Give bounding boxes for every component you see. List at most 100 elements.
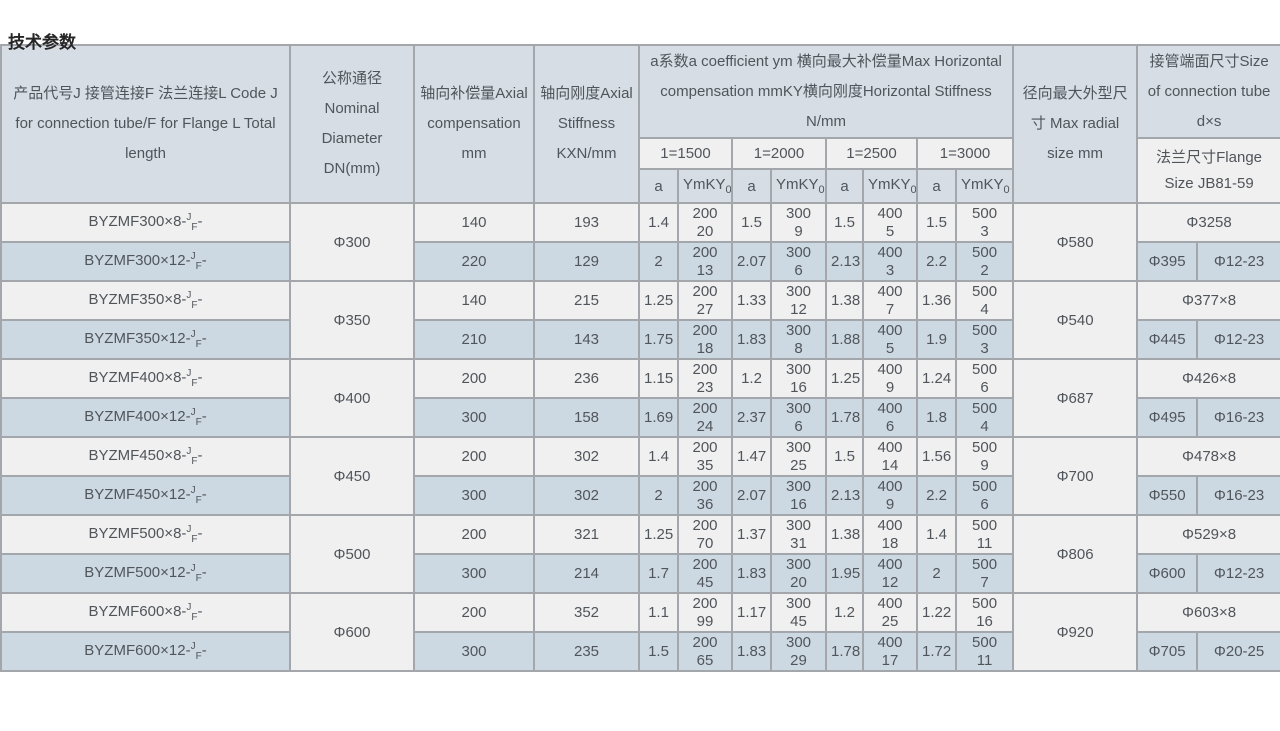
flange-bolt-cell: Φ12-23 xyxy=(1196,319,1280,360)
a-coeff-value-cell: 2.37 xyxy=(731,397,772,438)
ym-ky0-value-cell: 300 16 xyxy=(770,358,827,399)
ym-ky0-value-cell: 300 9 xyxy=(770,202,827,243)
product-code-sup: J xyxy=(190,641,196,652)
flange-diameter-cell: Φ705 xyxy=(1136,631,1199,672)
ym-ky0-value-cell: 400 9 xyxy=(862,358,918,399)
ym-ky0-value-cell: 500 11 xyxy=(954,631,1015,672)
product-code-text: BYZMF400×8- xyxy=(88,369,187,386)
ym-ky0-value-cell: 500 6 xyxy=(954,358,1015,399)
product-code-text: BYZMF500×12- xyxy=(84,564,191,581)
table-row: BYZMF350×8-JF- Φ350 140 215 1.25 200 27 1.33 30… xyxy=(0,280,1280,360)
ym-ky0-value-cell: 500 4 xyxy=(954,280,1015,321)
flange-bolt-cell: Φ20-25 xyxy=(1196,631,1280,672)
product-code-text: - xyxy=(201,408,207,425)
ym-ky0-value-cell: 300 20 xyxy=(770,553,827,594)
ym-ky0-value-cell: 300 31 xyxy=(770,514,827,555)
flange-diameter-cell: Φ395 xyxy=(1136,241,1199,282)
table-row: BYZMF500×8-JF- Φ500 200 321 1.25 200 70 1.37 30… xyxy=(0,514,1280,594)
ym-label: YmKY xyxy=(683,176,726,193)
header-axial-stiffness: 轴向刚度Axial Stiffness KXN/mm xyxy=(533,44,640,204)
ym-ky0-value-cell: 200 70 xyxy=(677,514,733,555)
product-code-text: - xyxy=(201,486,207,503)
ym-ky0-value-cell: 200 20 xyxy=(677,202,733,243)
product-code-cell: BYZMF450×12-JF- xyxy=(0,475,291,516)
product-code-sup: J xyxy=(186,212,192,223)
a-coeff-value-cell: 1.2 xyxy=(731,358,772,399)
flange-bolt-cell: Φ12-23 xyxy=(1196,241,1280,282)
product-code-text: BYZMF600×12- xyxy=(84,642,191,659)
tube-size-cell: Φ478×8 xyxy=(1136,436,1280,477)
axial-stiffness-cell: 302 xyxy=(533,475,640,516)
page-title: 技术参数 xyxy=(8,33,76,52)
a-coeff-value-cell: 1.15 xyxy=(638,358,679,399)
ym-ky0-value-cell: 500 9 xyxy=(954,436,1015,477)
ym-ky0-value-cell: 300 6 xyxy=(770,397,827,438)
ym-ky0-value-cell: 200 18 xyxy=(677,319,733,360)
product-code-cell: BYZMF300×12-JF- xyxy=(0,241,291,282)
axial-stiffness-cell: 321 xyxy=(533,514,640,555)
table-row: BYZMF300×12-JF- 220 129 2 200 13 2.07 300 6 2.1… xyxy=(0,241,1280,282)
product-code-sup: J xyxy=(190,485,196,496)
ym-label: YmKY xyxy=(776,176,819,193)
ym-ky0-value-cell: 300 29 xyxy=(770,631,827,672)
ym-ky0-value-cell: 200 35 xyxy=(677,436,733,477)
ym-label: YmKY xyxy=(961,176,1004,193)
ym-ky0-value-cell: 200 24 xyxy=(677,397,733,438)
table-row: BYZMF450×8-JF- Φ450 200 302 1.4 200 35 1.47 300… xyxy=(0,436,1280,516)
ym-ky0-value-cell: 400 7 xyxy=(862,280,918,321)
a-coeff-value-cell: 2 xyxy=(916,553,957,594)
ym-ky0-value-cell: 200 13 xyxy=(677,241,733,282)
a-coeff-value-cell: 2 xyxy=(638,241,679,282)
a-coeff-value-cell: 1.24 xyxy=(916,358,957,399)
ym-label-sub: 0 xyxy=(818,184,825,196)
axial-compensation-cell: 300 xyxy=(413,631,535,672)
ym-ky0-value-cell: 300 12 xyxy=(770,280,827,321)
ym-ky0-value-cell: 400 25 xyxy=(862,592,918,633)
ym-ky0-value-cell: 500 3 xyxy=(954,202,1015,243)
product-code-text: - xyxy=(201,330,207,347)
product-code-sub: F xyxy=(195,651,202,662)
product-code-sub: F xyxy=(195,495,202,506)
table-header: 产品代号J 接管连接F 法兰连接L Code J for connection … xyxy=(0,44,1280,204)
a-coeff-value-cell: 1.83 xyxy=(731,631,772,672)
product-code-sup: J xyxy=(186,446,192,457)
product-code-text: - xyxy=(201,564,207,581)
a-coeff-value-cell: 1.72 xyxy=(916,631,957,672)
a-coeff-value-cell: 2.2 xyxy=(916,241,957,282)
ym-ky0-value-cell: 300 6 xyxy=(770,241,827,282)
flange-bolt-cell: Φ12-23 xyxy=(1196,553,1280,594)
product-code-text: - xyxy=(197,213,203,230)
a-coeff-value-cell: 1.38 xyxy=(825,514,864,555)
product-code-text: - xyxy=(197,603,203,620)
flange-bolt-cell: Φ16-23 xyxy=(1196,397,1280,438)
product-code-text: BYZMF300×12- xyxy=(84,252,191,269)
flange-diameter-cell: Φ495 xyxy=(1136,397,1199,438)
dn-cell: Φ500 xyxy=(289,514,415,594)
ym-ky0-value-cell: 500 16 xyxy=(954,592,1015,633)
a-coeff-value-cell: 1.4 xyxy=(638,202,679,243)
a-coeff-value-cell: 1.4 xyxy=(638,436,679,477)
table-row: BYZMF500×12-JF- 300 214 1.7 200 45 1.83 300 20… xyxy=(0,553,1280,594)
axial-stiffness-cell: 193 xyxy=(533,202,640,243)
header-nominal-diameter: 公称通径Nominal Diameter DN(mm) xyxy=(289,44,415,204)
a-coeff-value-cell: 1.9 xyxy=(916,319,957,360)
product-code-text: - xyxy=(201,642,207,659)
product-code-sub: F xyxy=(191,222,198,233)
table-row: BYZMF350×12-JF- 210 143 1.75 200 18 1.83 300 8… xyxy=(0,319,1280,360)
ym-ky0-value-cell: 300 8 xyxy=(770,319,827,360)
a-coeff-value-cell: 1.2 xyxy=(825,592,864,633)
ym-ky0-value-cell: 200 99 xyxy=(677,592,733,633)
ym-ky0-value-cell: 400 5 xyxy=(862,202,918,243)
header-tube-size: 接管端面尺寸Size of connection tube d×s xyxy=(1136,44,1280,139)
a-coeff-value-cell: 1.1 xyxy=(638,592,679,633)
a-coeff-value-cell: 1.78 xyxy=(825,397,864,438)
header-axial-compensation: 轴向补偿量Axial compensation mm xyxy=(413,44,535,204)
a-coeff-value-cell: 2.2 xyxy=(916,475,957,516)
product-code-cell: BYZMF500×8-JF- xyxy=(0,514,291,555)
ym-ky0-value-cell: 400 6 xyxy=(862,397,918,438)
axial-compensation-cell: 300 xyxy=(413,397,535,438)
axial-stiffness-cell: 143 xyxy=(533,319,640,360)
product-code-text: BYZMF450×12- xyxy=(84,486,191,503)
dn-cell: Φ350 xyxy=(289,280,415,360)
header-a-coeff: a xyxy=(916,168,957,204)
